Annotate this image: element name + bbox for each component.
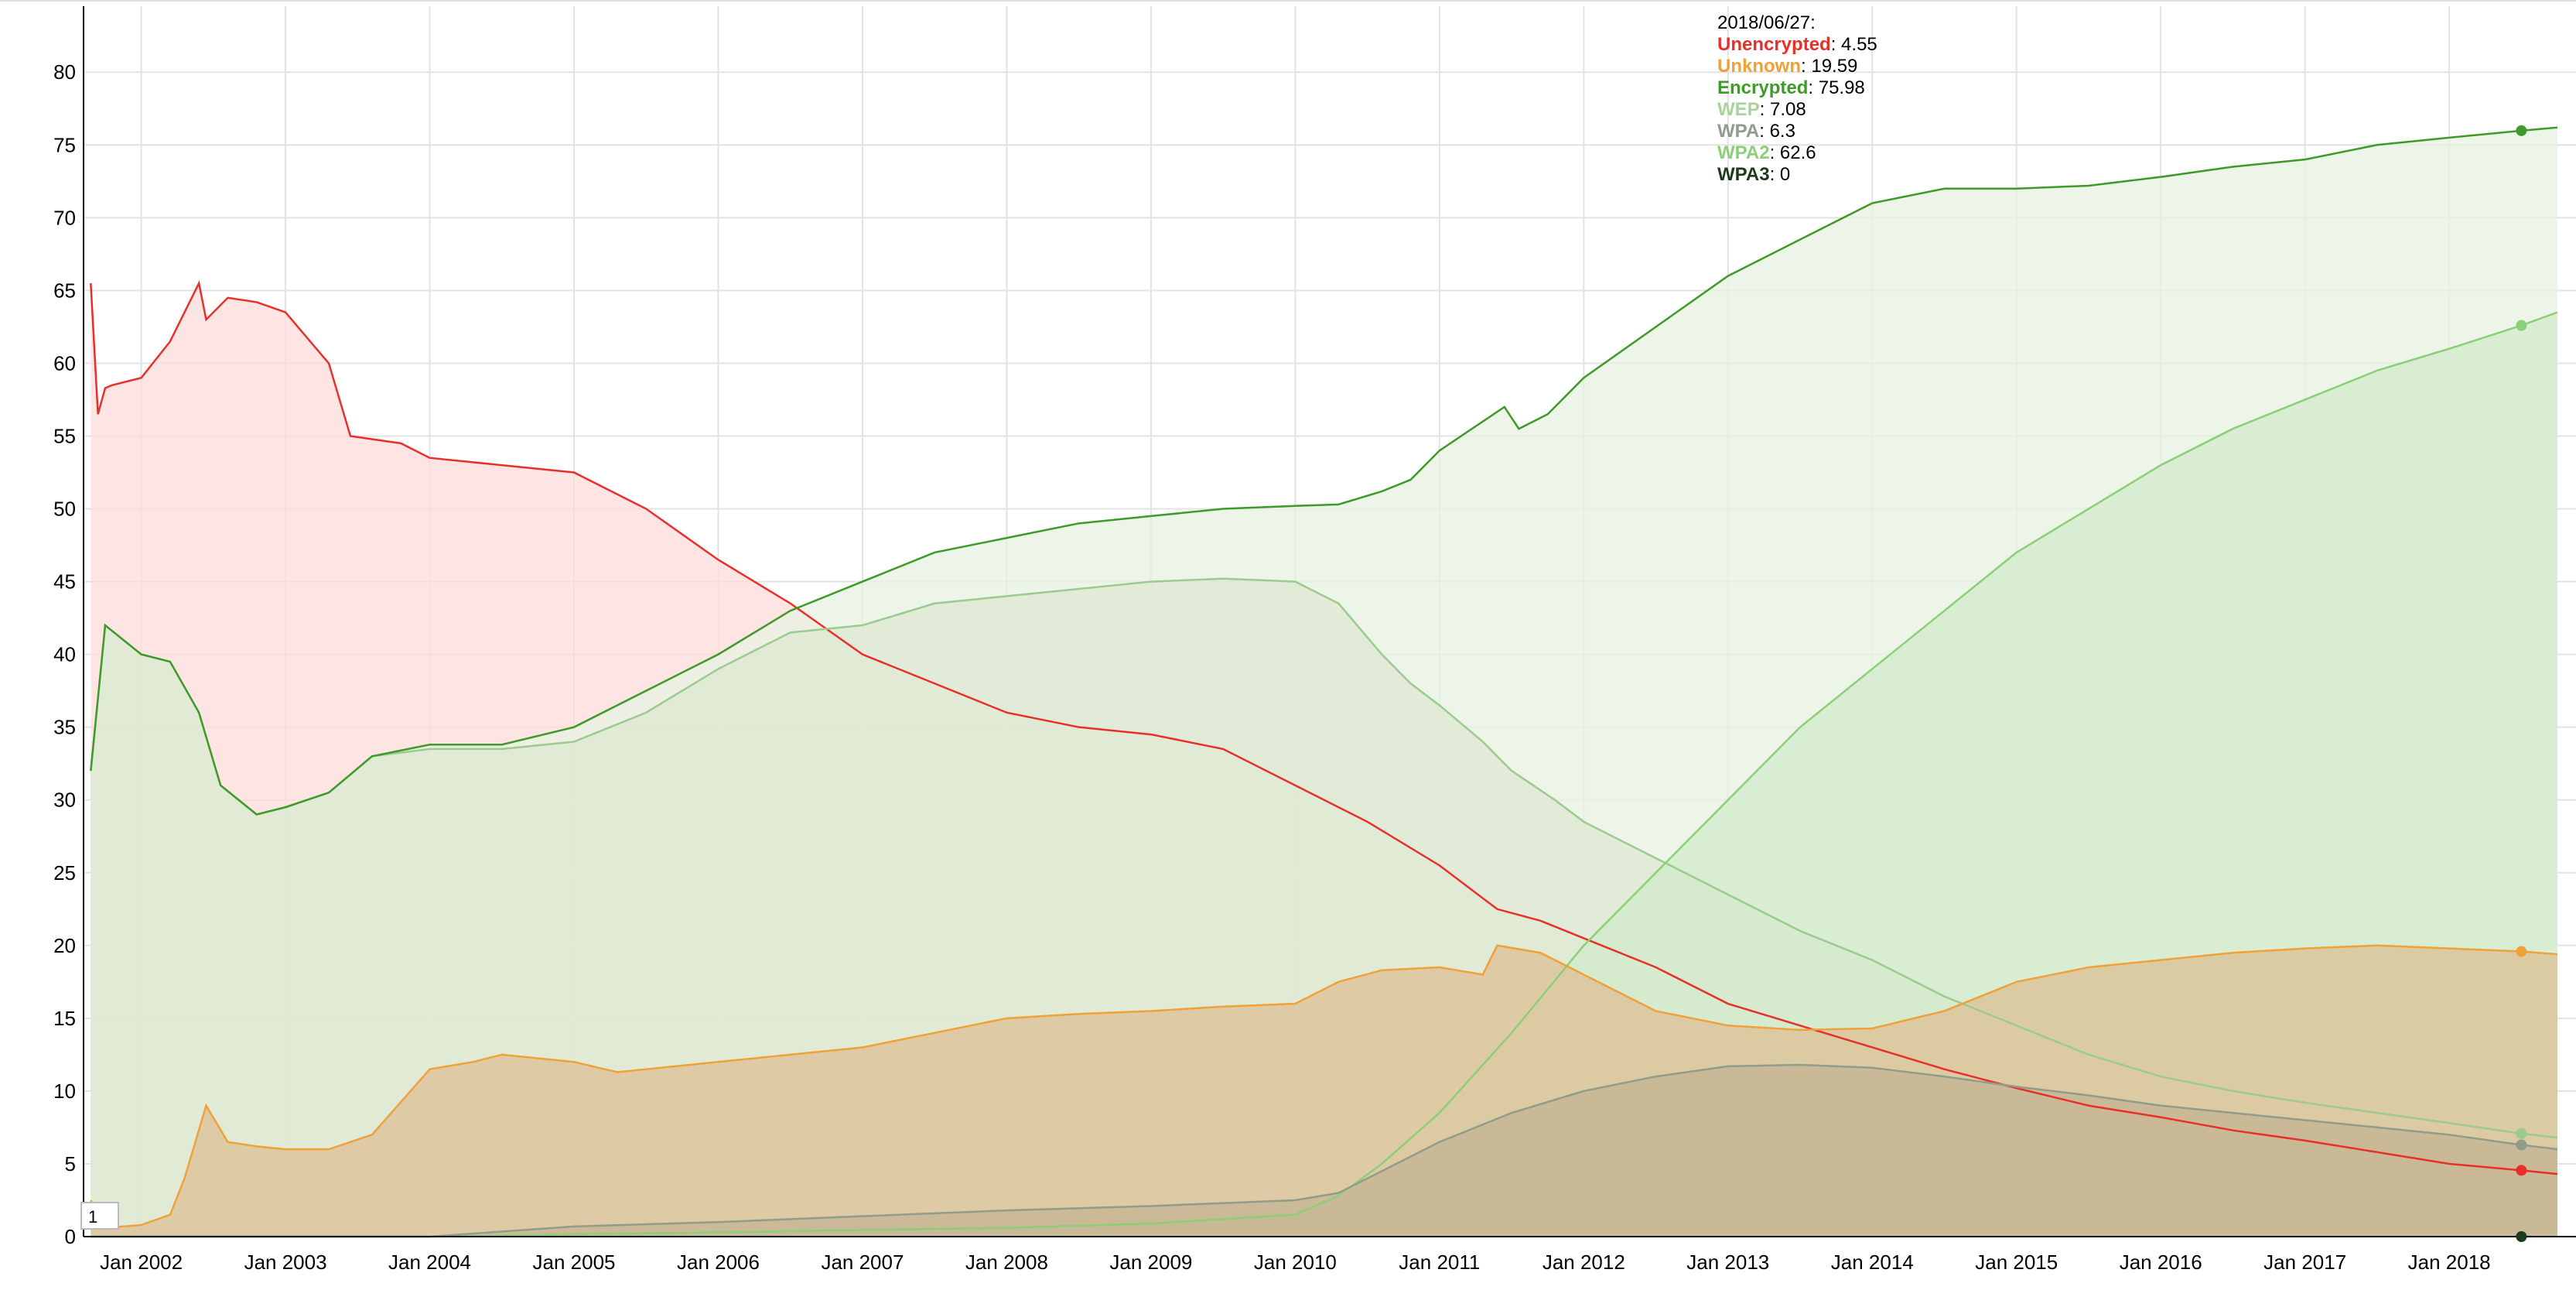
x-tick-label: Jan 2008 bbox=[965, 1251, 1048, 1274]
line-wpa bbox=[91, 1063, 2558, 1238]
y-tick-label: 55 bbox=[53, 424, 76, 447]
y-tick-label: 15 bbox=[53, 1007, 76, 1030]
series-lines bbox=[90, 126, 2558, 1238]
y-tick-label: 80 bbox=[53, 60, 76, 84]
legend-entry-wpa2: WPA2: 62.6 bbox=[1717, 142, 1816, 163]
marker-wpa bbox=[2516, 1139, 2527, 1151]
x-tick-label: Jan 2006 bbox=[677, 1251, 760, 1274]
y-tick-label: 20 bbox=[53, 934, 76, 957]
x-tick-label: Jan 2003 bbox=[244, 1251, 327, 1274]
y-tick-label: 10 bbox=[53, 1080, 76, 1103]
line-encrypted bbox=[90, 126, 2558, 816]
y-tick-label: 45 bbox=[53, 570, 76, 594]
x-tick-label: Jan 2015 bbox=[1975, 1251, 2058, 1274]
y-tick-label: 40 bbox=[53, 643, 76, 666]
y-tick-label: 65 bbox=[53, 279, 76, 302]
x-tick-label: Jan 2013 bbox=[1686, 1251, 1769, 1274]
area-wpa bbox=[91, 1065, 2557, 1237]
x-tick-label: Jan 2018 bbox=[2408, 1251, 2491, 1274]
hover-legend: 2018/06/27: Unencrypted: 4.55 Unknown: 1… bbox=[1717, 12, 1877, 186]
y-tick-label: 0 bbox=[65, 1225, 76, 1248]
x-tick-label: Jan 2009 bbox=[1109, 1251, 1192, 1274]
area-wpa2 bbox=[91, 312, 2557, 1237]
y-tick-label: 5 bbox=[65, 1152, 76, 1175]
x-tick-label: Jan 2010 bbox=[1254, 1251, 1337, 1274]
x-tick-label: Jan 2005 bbox=[533, 1251, 616, 1274]
line-unencrypted bbox=[90, 280, 2558, 1175]
marker-encrypted bbox=[2516, 125, 2527, 136]
y-tick-label: 75 bbox=[53, 133, 76, 156]
y-tick-label: 35 bbox=[53, 716, 76, 739]
marker-wpa2 bbox=[2516, 320, 2527, 331]
marker-unknown bbox=[2516, 946, 2527, 957]
x-tick-label: Jan 2017 bbox=[2263, 1251, 2346, 1274]
x-tick-label: Jan 2012 bbox=[1543, 1251, 1625, 1274]
x-tick-label: Jan 2002 bbox=[100, 1251, 183, 1274]
y-tick-label: 25 bbox=[53, 861, 76, 885]
marker-wpa3 bbox=[2516, 1231, 2527, 1242]
line-unknown bbox=[90, 944, 2558, 1230]
legend-entry-wpa: WPA: 6.3 bbox=[1717, 121, 1795, 142]
legend-entry-encrypted: Encrypted: 75.98 bbox=[1717, 77, 1865, 98]
legend-entry-unknown: Unknown: 19.59 bbox=[1717, 56, 1858, 77]
x-tick-label: Jan 2007 bbox=[821, 1251, 904, 1274]
x-tick-label: Jan 2011 bbox=[1399, 1251, 1480, 1274]
legend-entry-unencrypted: Unencrypted: 4.55 bbox=[1717, 34, 1877, 55]
y-tick-label: 50 bbox=[53, 498, 76, 521]
x-tick-label: Jan 2016 bbox=[2120, 1251, 2202, 1274]
line-wpa2 bbox=[91, 311, 2558, 1238]
legend-entry-wep: WEP: 7.08 bbox=[1717, 99, 1806, 120]
marker-unencrypted bbox=[2516, 1165, 2527, 1176]
y-tick-label: 70 bbox=[53, 206, 76, 229]
x-tick-label: Jan 2004 bbox=[388, 1251, 471, 1274]
y-tick-label: 60 bbox=[53, 351, 76, 375]
x-tick-label: Jan 2014 bbox=[1831, 1251, 1914, 1274]
marker-wep bbox=[2516, 1127, 2527, 1139]
legend-entry-wpa3: WPA3: 0 bbox=[1717, 164, 1791, 185]
roll-period-input[interactable]: 1 bbox=[80, 1202, 119, 1230]
legend-date: 2018/06/27: bbox=[1717, 12, 1816, 33]
y-tick-label: 30 bbox=[53, 789, 76, 812]
series-areas bbox=[91, 127, 2557, 1237]
